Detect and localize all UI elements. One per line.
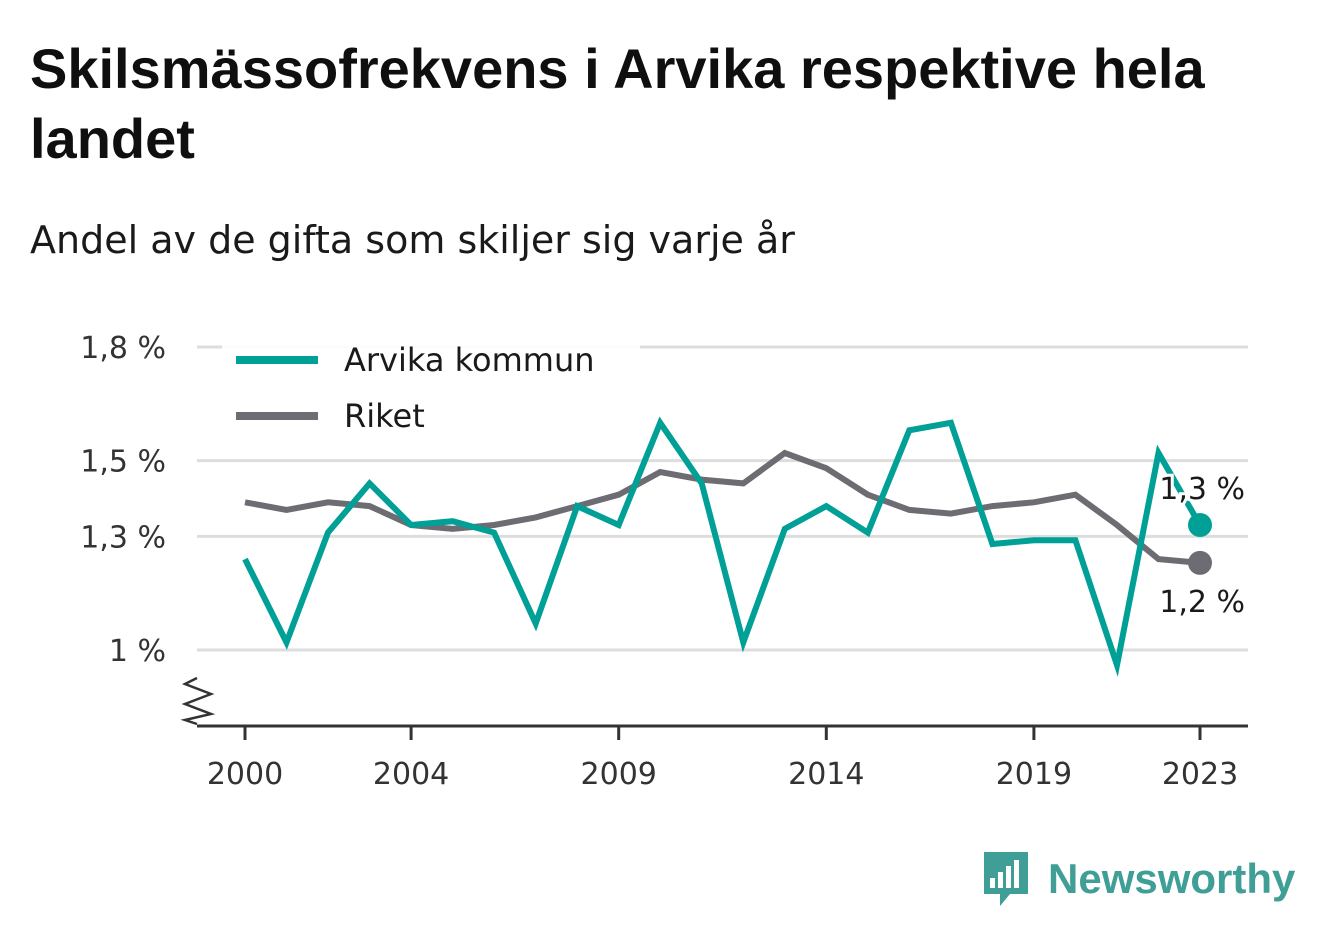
end-value-label: 1,2 % [1159, 585, 1245, 620]
x-tick-label: 2009 [581, 757, 657, 792]
x-tick-label: 2023 [1162, 757, 1238, 792]
series-lines [242, 416, 1212, 677]
legend: Arvika kommun Riket [222, 330, 640, 445]
series-line [242, 416, 1203, 677]
y-tick-label: 1,5 % [80, 445, 166, 480]
x-tick-label: 2004 [373, 757, 449, 792]
newsworthy-brand: Newsworthy [980, 848, 1295, 910]
chart-subtitle: Andel av de gifta som skiljer sig varje … [30, 218, 795, 262]
legend-label: Riket [344, 397, 425, 435]
end-point [1188, 550, 1212, 575]
end-point [1188, 513, 1212, 538]
series-line [244, 449, 1201, 566]
y-axis-ticks: 1,8 % 1,5 % 1,3 % 1 % [80, 331, 166, 669]
axis-break-icon [180, 676, 216, 726]
brand-name: Newsworthy [1048, 855, 1296, 902]
y-tick-label: 1,8 % [80, 331, 166, 366]
legend-background [222, 330, 640, 445]
x-tick-label: 2014 [788, 757, 864, 792]
newsworthy-logo-icon [984, 852, 1028, 906]
y-tick-label: 1 % [109, 634, 166, 669]
end-value-label: 1,3 % [1159, 472, 1245, 507]
chart-title: Skilsmässofrekvens i Arvika respektive h… [30, 37, 1205, 170]
y-tick-label: 1,3 % [80, 520, 166, 555]
x-tick-label: 2000 [207, 757, 283, 792]
legend-label: Arvika kommun [344, 341, 595, 379]
x-tick-label: 2019 [996, 757, 1072, 792]
end-labels: 1,3 % 1,2 % [1156, 469, 1248, 623]
x-axis: 2000 2004 2009 2014 2019 2023 [180, 676, 1248, 792]
